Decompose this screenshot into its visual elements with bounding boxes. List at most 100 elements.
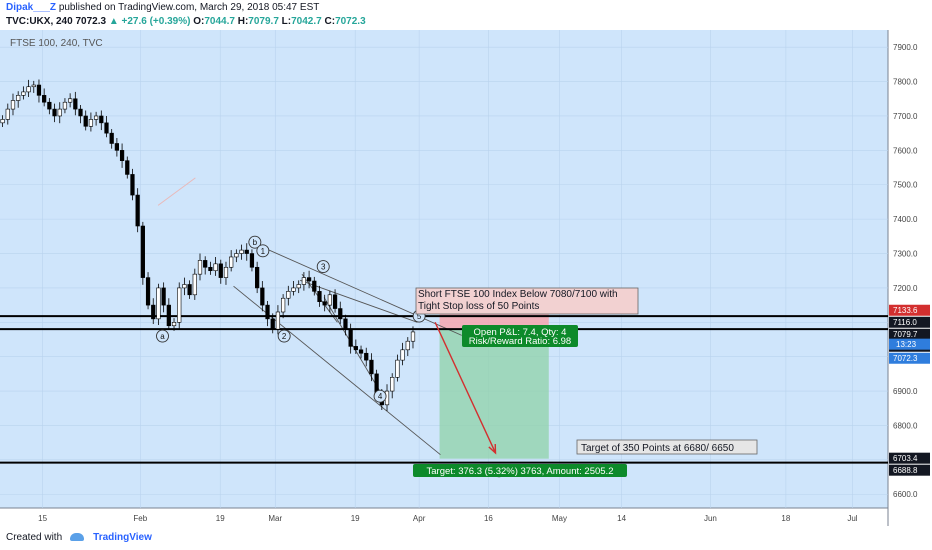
candle-body — [125, 160, 130, 175]
candle-body — [166, 304, 171, 327]
wave-label-circle[interactable] — [248, 235, 262, 249]
price-level-label: 7133.6 — [893, 306, 918, 315]
candle-body — [395, 359, 400, 378]
chart-header: Dipak___Z published on TradingView.com, … — [0, 0, 932, 30]
candle-body — [322, 301, 327, 306]
candle-body — [104, 122, 109, 134]
candle-body — [140, 225, 145, 278]
published-text: published on TradingView.com, March 29, … — [58, 2, 320, 13]
candle-body — [400, 349, 405, 361]
x-tick-label: May — [552, 514, 567, 523]
wave-label-circle[interactable] — [256, 244, 270, 258]
candle-body — [317, 291, 322, 302]
wave-label-text: 1 — [261, 247, 266, 256]
price-level-label: 7072.3 — [893, 354, 918, 363]
price-level-label: 7079.7 — [893, 330, 918, 339]
author-link[interactable]: Dipak___Z — [6, 2, 57, 13]
target-profit-zone[interactable] — [439, 329, 549, 459]
wave-label-circle[interactable] — [373, 389, 387, 403]
price-level-badge[interactable] — [889, 304, 930, 316]
candle-body — [208, 266, 213, 272]
price-level-badge[interactable] — [889, 452, 930, 464]
y-tick-label: 7900.0 — [893, 43, 918, 52]
tradingview-brand-link[interactable]: TradingView — [93, 532, 152, 543]
candle-body — [291, 287, 296, 292]
candle-body — [10, 100, 16, 110]
risk-reward-text: Risk/Reward Ratio: 6.98 — [469, 336, 571, 347]
candle-body — [249, 253, 255, 268]
target-arrow[interactable] — [434, 322, 497, 454]
candle-body — [73, 98, 78, 110]
price-change: ▲ +27.6 (+0.39%) — [108, 16, 191, 27]
open-value: 7044.7 — [204, 16, 235, 27]
trend-line[interactable] — [157, 177, 196, 206]
price-chart[interactable]: FTSE 100, 240, TVC ab12345c Short FTSE 1… — [0, 30, 932, 526]
countdown-label: 13:23 — [896, 340, 917, 349]
candle-body — [260, 287, 265, 306]
y-tick-label: 7300.0 — [893, 250, 918, 259]
tradingview-logo-icon — [70, 533, 85, 542]
price-axis[interactable] — [888, 30, 932, 526]
candle-body — [203, 260, 208, 268]
x-tick-label: 16 — [484, 514, 493, 523]
candle-body — [187, 284, 192, 296]
candle-body — [223, 266, 229, 278]
x-tick-label: Feb — [133, 514, 147, 523]
created-with-text: Created with — [6, 532, 63, 543]
short-note-box[interactable] — [415, 287, 639, 315]
candle-body — [301, 277, 307, 285]
time-axis[interactable] — [0, 508, 888, 526]
y-tick-label: 6800.0 — [893, 421, 918, 430]
candle-body — [36, 84, 42, 96]
price-level-badge[interactable] — [889, 328, 930, 340]
candle-body — [369, 359, 374, 375]
price-level-badge[interactable] — [889, 464, 930, 476]
target-note-box[interactable] — [576, 439, 758, 455]
x-tick-label: 19 — [351, 514, 360, 523]
candle-body — [26, 86, 31, 93]
candle-body — [213, 263, 218, 272]
candle-body — [16, 95, 21, 101]
price-level-badge[interactable] — [889, 352, 930, 364]
y-tick-label: 7700.0 — [893, 112, 918, 121]
candle-body — [52, 108, 57, 117]
candle-body — [93, 115, 99, 120]
candle-body — [234, 253, 239, 258]
target-box[interactable] — [413, 464, 627, 477]
target-arrow-head — [488, 443, 497, 455]
candle-body — [109, 132, 114, 144]
y-tick-label: 7600.0 — [893, 146, 918, 155]
trend-line[interactable] — [323, 297, 383, 395]
x-tick-label: 15 — [38, 514, 47, 523]
x-tick-label: Jun — [704, 514, 717, 523]
y-tick-label: 7200.0 — [893, 284, 918, 293]
footer: Created with TradingView — [0, 526, 932, 550]
target-note-text: Target of 350 Points at 6680/ 6650 — [581, 443, 734, 454]
x-tick-label: Apr — [413, 514, 426, 523]
candle-body — [145, 277, 151, 306]
x-tick-label: Mar — [268, 514, 282, 523]
last-price: 7072.3 — [75, 16, 107, 27]
high-label: H: — [237, 16, 249, 27]
low-value: 7042.7 — [291, 16, 322, 27]
pnl-box[interactable] — [462, 325, 578, 347]
wave-label-circle[interactable] — [277, 329, 291, 343]
candle-body — [296, 284, 301, 289]
candle-body — [275, 311, 281, 330]
y-tick-label: 7800.0 — [893, 78, 918, 87]
candle-body — [390, 377, 395, 392]
wave-label-text: 3 — [321, 263, 326, 272]
publish-info: Dipak___Z published on TradingView.com, … — [6, 2, 319, 13]
wave-label-circle[interactable] — [156, 329, 169, 343]
countdown-badge — [889, 338, 930, 350]
wave-label-circle[interactable] — [316, 260, 330, 274]
price-level-badge[interactable] — [889, 316, 930, 328]
candle-body — [405, 340, 410, 351]
candle-body — [280, 297, 286, 313]
trend-line[interactable] — [262, 246, 462, 336]
price-level-label: 7116.0 — [893, 318, 917, 327]
candle-body — [244, 249, 249, 254]
x-tick-label: 19 — [216, 514, 225, 523]
chart-title: FTSE 100, 240, TVC — [10, 38, 103, 49]
candle-body — [348, 328, 353, 347]
